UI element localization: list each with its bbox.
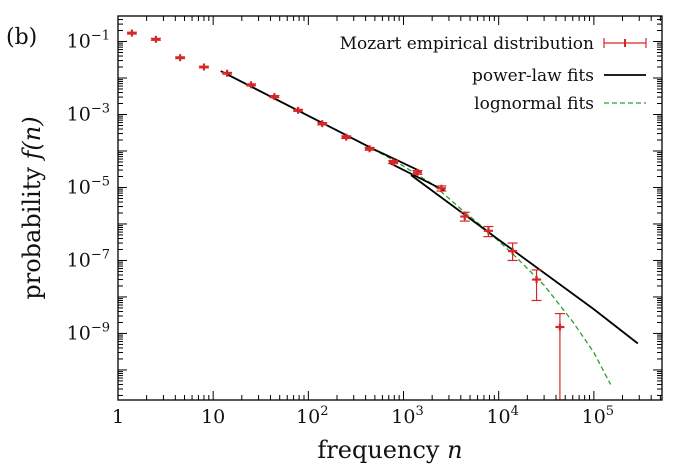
plot-area — [126, 29, 639, 400]
data-point — [436, 184, 447, 192]
data-point — [507, 242, 518, 262]
legend: Mozart empirical distribution power-law f… — [340, 34, 647, 114]
x-tick-label: 104 — [486, 404, 518, 428]
data-point — [246, 81, 257, 89]
axis-ticks: 1 10 102 103 104 105 10−1 10−3 10−5 10−7 10−9 — [67, 15, 662, 428]
data-point — [341, 133, 352, 141]
x-tick-label: 1 — [112, 406, 124, 428]
data-point — [388, 158, 399, 166]
data-point — [150, 35, 161, 43]
data-point — [126, 29, 137, 37]
y-tick-label: 10−5 — [67, 174, 110, 198]
data-point — [317, 120, 328, 128]
data-point — [198, 63, 209, 71]
lognormal-fit-line — [308, 115, 612, 385]
data-point — [175, 54, 186, 62]
legend-label: lognormal fits — [474, 94, 594, 114]
legend-sample — [603, 38, 647, 48]
legend-label: power-law fits — [472, 66, 594, 86]
data-point — [412, 168, 423, 176]
y-tick-label: 10−3 — [67, 101, 110, 125]
data-point — [459, 211, 470, 222]
data-point — [483, 225, 494, 238]
data-point — [269, 93, 280, 101]
data-point — [364, 145, 375, 153]
x-tick-label: 10 — [201, 406, 225, 428]
y-tick-label: 10−7 — [67, 247, 110, 271]
y-axis-label: probability f(n) — [18, 116, 46, 299]
power-law-fit-line — [388, 161, 445, 192]
y-tick-label: 10−1 — [67, 29, 110, 53]
x-tick-label: 105 — [582, 404, 614, 428]
x-axis-label: frequency n — [317, 436, 462, 464]
data-point — [531, 269, 542, 302]
data-point — [222, 69, 233, 77]
data-point — [293, 106, 304, 114]
plot-frame — [117, 15, 663, 401]
power-law-fit-line — [410, 174, 639, 345]
y-tick-label: 10−9 — [67, 320, 110, 344]
panel-label: (b) — [6, 25, 37, 50]
x-tick-label: 103 — [391, 404, 423, 428]
legend-label: Mozart empirical distribution — [340, 34, 594, 54]
data-point — [554, 312, 565, 400]
x-tick-label: 102 — [296, 404, 328, 428]
